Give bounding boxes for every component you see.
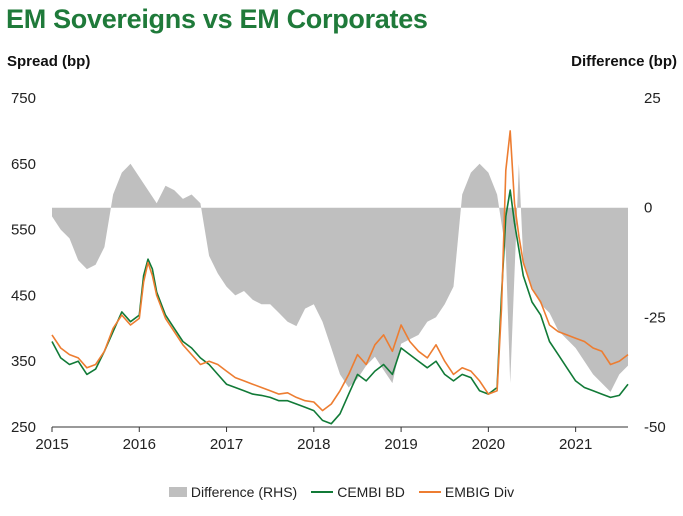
chart-title: EM Sovereigns vs EM Corporates xyxy=(6,4,428,34)
x-tick-label: 2021 xyxy=(559,436,592,453)
x-tick-label: 2016 xyxy=(123,436,156,453)
legend: Difference (RHS) CEMBI BD EMBIG Div xyxy=(0,484,683,500)
legend-item-cembi: CEMBI BD xyxy=(311,484,405,500)
legend-item-embig: EMBIG Div xyxy=(418,484,515,500)
legend-label-difference: Difference (RHS) xyxy=(190,484,298,500)
y-tick-label: 350 xyxy=(11,353,36,370)
y2-tick-label: -25 xyxy=(644,309,666,326)
y-tick-label: 750 xyxy=(11,90,36,107)
y2-tick-label: 25 xyxy=(644,90,661,107)
right-axis-title: Difference (bp) xyxy=(571,53,677,70)
x-tick-label: 2019 xyxy=(384,436,417,453)
x-tick-label: 2015 xyxy=(35,436,68,453)
y2-tick-label: -50 xyxy=(644,419,666,436)
difference-area xyxy=(52,163,628,392)
y-tick-label: 650 xyxy=(11,156,36,173)
legend-item-difference: Difference (RHS) xyxy=(168,484,298,500)
left-axis-title: Spread (bp) xyxy=(7,53,91,70)
axes-layer: 250 350 450 550 650 750 -50 -25 0 25 2015 2016 2017 2… xyxy=(11,90,666,453)
x-tick-label: 2018 xyxy=(297,436,330,453)
cembi-bd-line xyxy=(51,189,629,425)
y-tick-label: 250 xyxy=(11,419,36,436)
y-tick-label: 550 xyxy=(11,222,36,239)
legend-swatch-cembi xyxy=(311,491,334,493)
legend-label-embig: EMBIG Div xyxy=(444,484,515,500)
x-tick-label: 2017 xyxy=(210,436,243,453)
spread-lines-layer xyxy=(51,130,629,425)
legend-swatch-embig xyxy=(418,491,441,493)
y2-tick-label: 0 xyxy=(644,200,652,217)
embig-div-line xyxy=(51,130,629,412)
difference-area-layer xyxy=(52,163,628,392)
legend-swatch-difference xyxy=(168,487,187,497)
y-tick-label: 450 xyxy=(11,287,36,304)
chart-plot: 250 350 450 550 650 750 -50 -25 0 25 2015 2016 2017 2… xyxy=(11,90,666,453)
legend-label-cembi: CEMBI BD xyxy=(337,484,405,500)
x-tick-label: 2020 xyxy=(472,436,505,453)
